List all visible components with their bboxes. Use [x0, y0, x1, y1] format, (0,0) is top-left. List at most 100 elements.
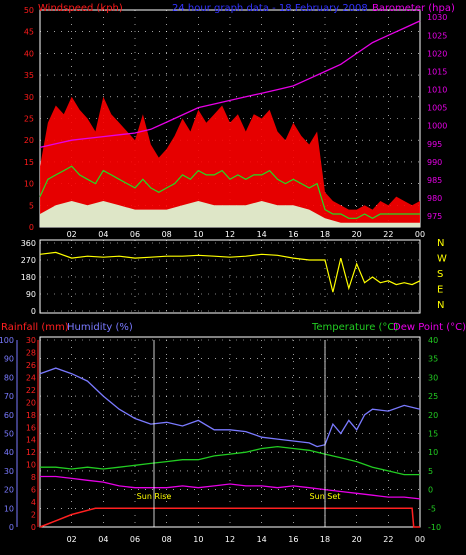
temperature-axis-label: Temperature (°C) [311, 322, 398, 333]
barometer-tick-label: 1005 [427, 104, 447, 113]
windspeed-tick-label: 10 [24, 180, 34, 189]
rainfall-tick-label: 30 [26, 336, 36, 345]
wind-x-tick-label: 22 [383, 230, 393, 239]
humidity-tick-label: 50 [4, 430, 14, 439]
climate-panel-grid [40, 339, 421, 528]
humidity-axis-label: Humidity (%) [67, 322, 133, 333]
wind-x-tick-label: 14 [257, 230, 267, 239]
windspeed-tick-label: 40 [24, 49, 34, 58]
barometer-tick-label: 1020 [427, 49, 447, 58]
climate-x-tick-label: 16 [288, 535, 298, 544]
compass-label: W [437, 254, 447, 265]
temperature-tick-label: 40 [428, 336, 438, 345]
chart-title: 24 hour graph data - 18 February 2008 [172, 3, 368, 14]
temperature-tick-label: -5 [428, 504, 436, 513]
climate-x-tick-label: 22 [383, 535, 393, 544]
temperature-tick-label: 15 [428, 430, 438, 439]
humidity-tick-label: 30 [4, 467, 14, 476]
sun-annotations: Sun Rise Sun Set [137, 340, 341, 527]
barometer-tick-label: 1025 [427, 31, 447, 40]
rainfall-tick-label: 4 [31, 498, 36, 507]
direction-axis-ticks: 0 90 180 270 360 [21, 239, 36, 316]
windspeed-gust-area [40, 96, 420, 227]
compass-label: E [437, 285, 443, 296]
barometer-tick-label: 975 [427, 212, 442, 221]
rainfall-tick-label: 2 [31, 511, 36, 520]
rainfall-tick-label: 0 [31, 523, 36, 532]
climate-x-tick-label: 02 [67, 535, 77, 544]
windspeed-tick-label: 20 [24, 136, 34, 145]
wind-x-tick-label: 08 [162, 230, 172, 239]
barometer-tick-label: 985 [427, 176, 442, 185]
direction-tick-label: 270 [21, 256, 36, 265]
climate-x-tick-label: 08 [162, 535, 172, 544]
temperature-tick-label: 10 [428, 448, 438, 457]
humidity-axis-ticks: 0 10 20 30 40 50 60 70 80 90 100 [0, 336, 18, 532]
barometer-axis-label: Barometer (hpa) [372, 3, 455, 14]
barometer-axis-ticks: 975 980 985 990 995 1000 1005 1010 1015 1020 1025 1… [427, 13, 447, 221]
windspeed-tick-label: 30 [24, 93, 34, 102]
dewpoint-axis-label: Dew Point (°C) [393, 322, 466, 333]
temperature-axis-ticks: -10 -5 0 5 10 15 20 25 30 35 40 [428, 336, 441, 532]
humidity-tick-label: 70 [4, 392, 14, 401]
climate-x-tick-label: 04 [98, 535, 108, 544]
sunrise-label: Sun Rise [137, 492, 172, 501]
climate-x-tick-label: 18 [320, 535, 330, 544]
temperature-tick-label: 30 [428, 373, 438, 382]
direction-tick-label: 0 [31, 307, 36, 316]
barometer-tick-label: 995 [427, 140, 442, 149]
wind-x-tick-label: 20 [352, 230, 362, 239]
direction-panel-series [39, 251, 421, 293]
rainfall-tick-label: 16 [26, 423, 36, 432]
humidity-tick-label: 90 [4, 355, 14, 364]
windspeed-tick-label: 45 [24, 28, 34, 37]
wind-panel-x-ticks: 02 04 06 08 10 12 14 16 18 20 22 00 [67, 230, 426, 239]
wind-panel-series [39, 20, 421, 227]
temperature-tick-label: 25 [428, 392, 438, 401]
windspeed-tick-label: 35 [24, 71, 34, 80]
windspeed-axis-label: Windspeed (kph) [38, 3, 123, 14]
windspeed-axis-ticks: 0 5 10 15 20 25 30 35 40 45 50 [24, 6, 34, 232]
barometer-tick-label: 1030 [427, 13, 447, 22]
windspeed-average-line [39, 165, 420, 219]
temperature-tick-label: 0 [428, 486, 433, 495]
compass-label: S [437, 269, 443, 280]
dewpoint-line [40, 475, 421, 500]
wind-x-tick-label: 18 [320, 230, 330, 239]
wind-x-tick-label: 02 [67, 230, 77, 239]
barometer-tick-label: 980 [427, 194, 442, 203]
windspeed-tick-label: 25 [24, 115, 34, 124]
humidity-tick-label: 80 [4, 373, 14, 382]
climate-x-tick-label: 14 [257, 535, 267, 544]
barometer-tick-label: 1000 [427, 122, 447, 131]
windspeed-tick-label: 5 [29, 201, 34, 210]
windspeed-tick-label: 50 [24, 6, 34, 15]
windspeed-low-area [40, 201, 420, 227]
rainfall-tick-label: 22 [26, 386, 36, 395]
compass-label: N [437, 238, 444, 249]
wind-x-tick-label: 10 [193, 230, 203, 239]
wind-x-tick-label: 06 [130, 230, 140, 239]
rainfall-tick-label: 24 [26, 373, 36, 382]
barometer-tick-label: 990 [427, 158, 442, 167]
temperature-tick-label: 20 [428, 411, 438, 420]
humidity-tick-label: 60 [4, 411, 14, 420]
rainfall-tick-label: 14 [26, 436, 36, 445]
climate-panel-x-ticks: 02 04 06 08 10 12 14 16 18 20 22 00 [67, 535, 426, 544]
wind-x-tick-label: 04 [98, 230, 108, 239]
humidity-tick-label: 100 [0, 336, 14, 345]
barometer-line [39, 20, 421, 149]
rainfall-tick-label: 8 [31, 473, 36, 482]
direction-panel-frame [39, 239, 421, 314]
wind-direction-line [39, 251, 421, 293]
direction-tick-label: 90 [26, 290, 36, 299]
temperature-tick-label: 5 [428, 467, 433, 476]
sunset-label: Sun Set [310, 492, 341, 501]
temperature-tick-label: -10 [428, 523, 441, 532]
direction-tick-label: 360 [21, 239, 36, 248]
compass-label: N [437, 300, 444, 311]
wind-x-tick-label: 12 [225, 230, 235, 239]
direction-tick-label: 180 [21, 273, 36, 282]
humidity-line [39, 367, 421, 448]
